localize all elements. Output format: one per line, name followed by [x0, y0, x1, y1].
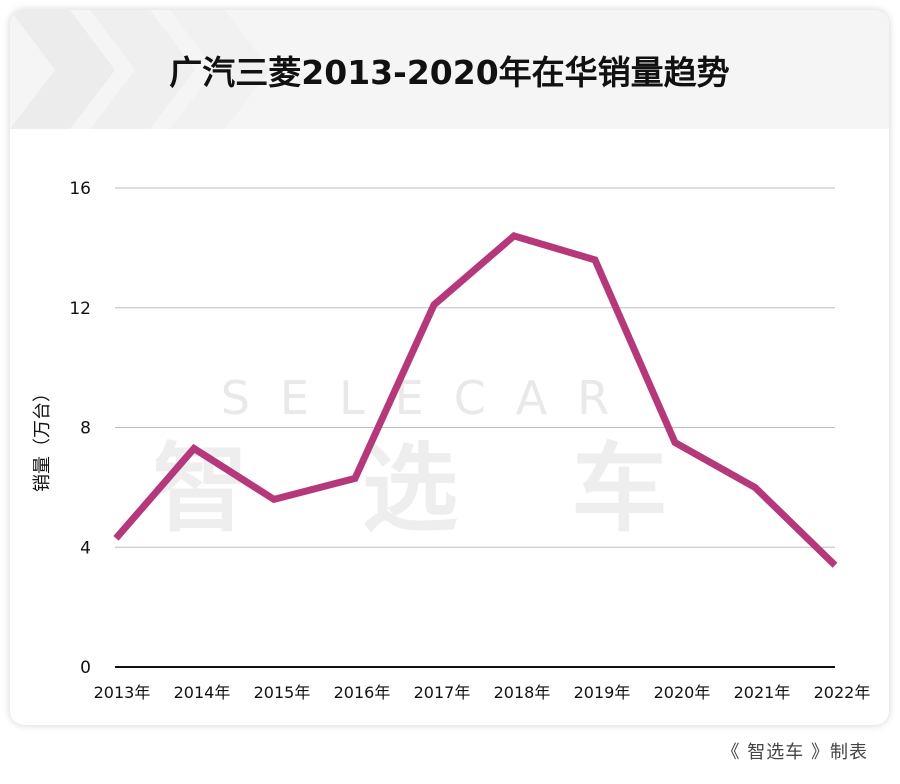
gridlines	[115, 187, 835, 668]
x-tick-label: 2021年	[734, 683, 791, 702]
y-tick-label: 8	[80, 419, 91, 439]
y-axis-label: 销量（万台）	[32, 384, 53, 492]
x-tick-label: 2020年	[654, 683, 711, 702]
y-tick-label: 4	[80, 538, 91, 558]
series-layer	[113, 232, 838, 568]
watermark-cjk: 智 选 车	[153, 433, 708, 545]
chart-title: 广汽三菱2013-2020年在华销量趋势	[169, 52, 730, 92]
y-tick-label: 0	[80, 658, 91, 678]
x-tick-label: 2015年	[254, 683, 311, 702]
x-tick-label: 2014年	[174, 683, 231, 702]
x-tick-label: 2022年	[814, 683, 871, 702]
series-line	[113, 232, 838, 568]
x-tick-labels: 2013年 2014年 2015年 2016年 2017年 2018年 2019年 2020年…	[94, 683, 871, 702]
chevron-decoration	[10, 10, 270, 129]
chart-card: 广汽三菱2013-2020年在华销量趋势 SELECAR 智 选 车 0 4 8 12…	[10, 10, 889, 725]
header-band: 广汽三菱2013-2020年在华销量趋势	[10, 10, 889, 129]
x-tick-label: 2018年	[494, 683, 551, 702]
watermark-latin: SELECAR	[221, 371, 640, 425]
y-tick-label: 12	[69, 299, 91, 319]
x-tick-label: 2019年	[574, 683, 631, 702]
x-tick-label: 2016年	[334, 683, 391, 702]
footer-credit: 《 智选车 》制表	[721, 742, 868, 763]
y-tick-label: 16	[69, 179, 91, 199]
x-tick-label: 2013年	[94, 683, 151, 702]
watermark: SELECAR 智 选 车	[153, 371, 708, 545]
y-tick-labels: 0 4 8 12 16	[69, 179, 91, 678]
x-tick-label: 2017年	[414, 683, 471, 702]
